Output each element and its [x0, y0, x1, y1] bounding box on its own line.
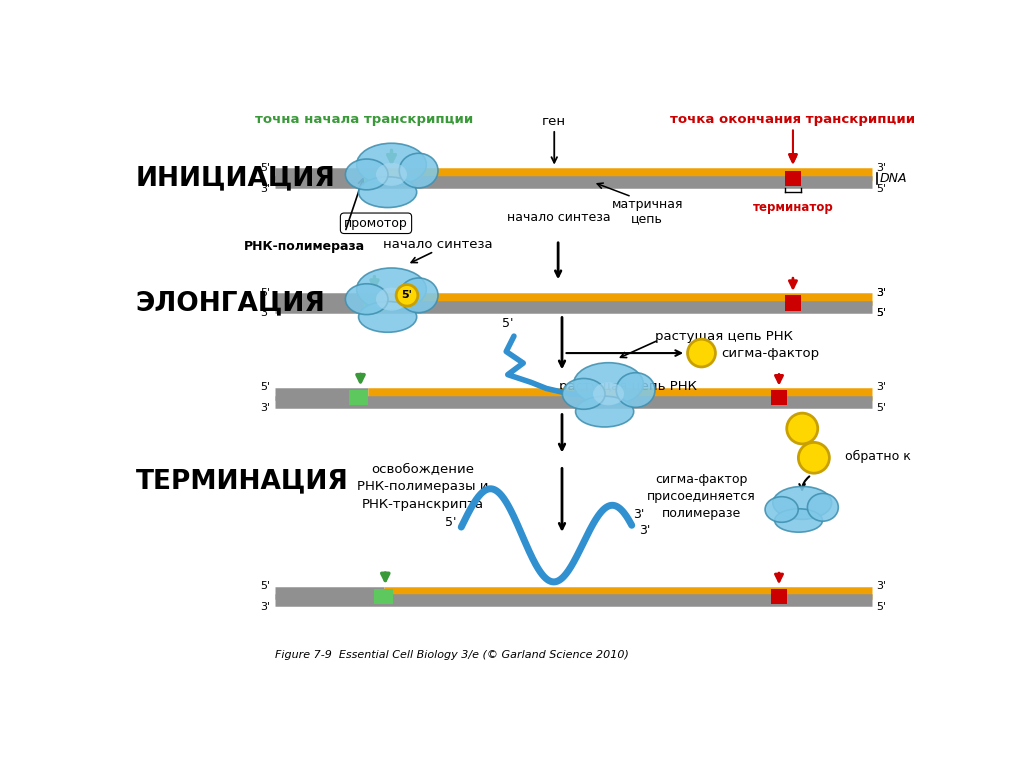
Text: 3': 3'	[876, 163, 886, 173]
Bar	[375, 589, 393, 604]
Text: 5': 5'	[260, 581, 270, 591]
Text: РНК-полимераза: РНК-полимераза	[244, 240, 366, 253]
Ellipse shape	[358, 176, 417, 208]
Text: 3': 3'	[877, 288, 887, 298]
Bar	[785, 170, 801, 186]
Text: ИНИЦИАЦИЯ: ИНИЦИАЦИЯ	[136, 165, 336, 191]
Text: терминатор: терминатор	[753, 202, 834, 215]
Text: 3': 3'	[640, 525, 651, 538]
Text: 5': 5'	[260, 382, 270, 393]
Text: 3': 3'	[876, 382, 886, 393]
Text: 3': 3'	[260, 183, 270, 194]
Text: Figure 7-9  Essential Cell Biology 3/e (© Garland Science 2010): Figure 7-9 Essential Cell Biology 3/e (©…	[275, 650, 629, 660]
Bar	[785, 295, 801, 311]
Ellipse shape	[358, 301, 417, 332]
Bar	[365, 295, 381, 311]
Ellipse shape	[376, 288, 407, 311]
Text: 5': 5'	[877, 308, 887, 318]
Text: точна начала транскрипции: точна начала транскрипции	[255, 113, 473, 126]
Text: DNA: DNA	[880, 172, 907, 185]
Text: ЭЛОНГАЦИЯ: ЭЛОНГАЦИЯ	[136, 290, 326, 316]
Ellipse shape	[807, 493, 839, 522]
Text: точка окончания транскрипции: точка окончания транскрипции	[671, 113, 915, 126]
Text: промотор: промотор	[344, 217, 408, 230]
Text: сигма-фактор
присоединяется
полимеразе: сигма-фактор присоединяется полимеразе	[647, 473, 756, 520]
Ellipse shape	[774, 509, 822, 532]
Ellipse shape	[573, 363, 643, 405]
Text: сигма-фактор: сигма-фактор	[721, 347, 819, 360]
Text: 5': 5'	[876, 183, 886, 194]
Text: 5': 5'	[260, 288, 270, 298]
Text: 5': 5'	[876, 403, 886, 413]
Text: 5': 5'	[401, 291, 413, 301]
Text: матричная
цепь: матричная цепь	[611, 198, 683, 225]
Text: 5': 5'	[445, 516, 457, 529]
Ellipse shape	[399, 153, 438, 188]
Bar	[365, 170, 381, 186]
Text: 3': 3'	[260, 403, 270, 413]
Bar	[381, 170, 397, 186]
Text: 3': 3'	[260, 308, 270, 318]
Bar	[381, 295, 397, 311]
Text: ген: ген	[542, 115, 566, 128]
Text: растущая цепь РНК: растущая цепь РНК	[655, 330, 793, 343]
Ellipse shape	[593, 382, 624, 406]
Text: 5': 5'	[502, 317, 513, 330]
Ellipse shape	[575, 397, 634, 427]
Ellipse shape	[773, 486, 831, 519]
Text: 5': 5'	[876, 308, 886, 318]
Text: 5': 5'	[260, 163, 270, 173]
Text: 3': 3'	[876, 581, 886, 591]
Text: обратно к: обратно к	[845, 449, 910, 463]
Text: 3': 3'	[260, 602, 270, 612]
Ellipse shape	[345, 159, 388, 189]
Ellipse shape	[345, 284, 388, 314]
Text: начало синтеза: начало синтеза	[507, 212, 610, 225]
Text: освобождение
РНК-полимеразы и
РНК-транскрипта: освобождение РНК-полимеразы и РНК-транск…	[356, 462, 488, 511]
Ellipse shape	[399, 278, 438, 313]
Text: ТЕРМИНАЦИЯ: ТЕРМИНАЦИЯ	[136, 468, 348, 494]
Ellipse shape	[616, 373, 655, 407]
Text: начало синтеза: начало синтеза	[383, 238, 493, 251]
Ellipse shape	[356, 143, 426, 186]
Circle shape	[786, 413, 818, 444]
Ellipse shape	[765, 497, 798, 522]
Circle shape	[799, 443, 829, 473]
Text: 3': 3'	[633, 508, 645, 521]
Bar	[771, 390, 786, 406]
Text: 3': 3'	[876, 288, 886, 298]
Text: 5': 5'	[876, 602, 886, 612]
Ellipse shape	[376, 163, 407, 186]
Ellipse shape	[562, 378, 605, 410]
Circle shape	[396, 285, 418, 306]
Bar	[349, 390, 369, 406]
Bar	[771, 589, 786, 604]
Circle shape	[687, 339, 716, 367]
Ellipse shape	[356, 268, 426, 311]
Text: растущая цепь РНК: растущая цепь РНК	[559, 380, 696, 393]
